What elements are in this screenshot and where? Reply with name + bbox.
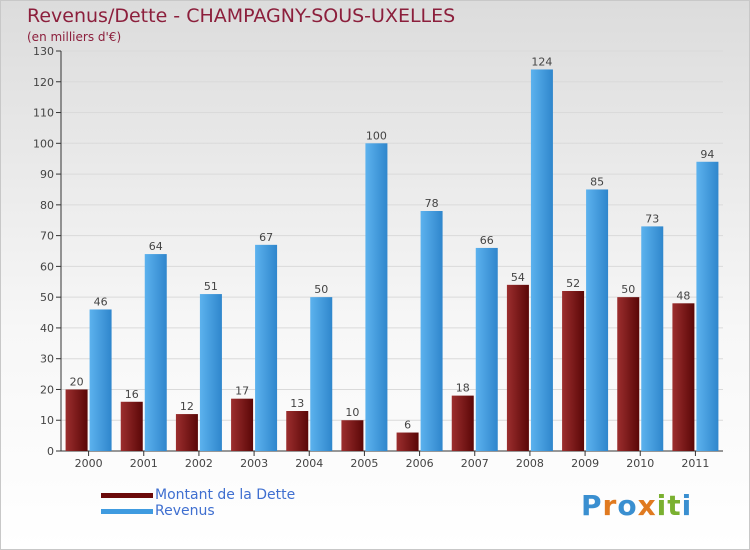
chart-title: Revenus/Dette - CHAMPAGNY-SOUS-UXELLES	[27, 5, 456, 27]
data-label: 16	[125, 388, 139, 401]
data-label: 13	[290, 397, 304, 410]
data-label: 50	[621, 283, 635, 296]
x-tick-label: 2003	[240, 457, 268, 470]
x-tick-label: 2006	[406, 457, 434, 470]
data-label: 48	[676, 289, 690, 302]
logo-letter: x	[637, 489, 657, 522]
logo-letter: P	[581, 489, 603, 522]
bar-revenue	[641, 226, 664, 451]
axes: 0 10 20 30 40 50 60 70 80 90 100 110 120 130 2000 2001 2…	[33, 45, 723, 470]
y-tick-label: 70	[40, 230, 54, 243]
bar-revenue	[365, 143, 388, 452]
bar-debt	[451, 395, 474, 451]
data-label: 54	[511, 271, 525, 284]
x-tick-label: 2010	[626, 457, 654, 470]
bar-debt	[506, 284, 529, 451]
x-tick-label: 2000	[75, 457, 103, 470]
y-tick-label: 100	[33, 137, 54, 150]
bar-revenue	[586, 189, 609, 451]
y-tick-label: 40	[40, 322, 54, 335]
bar-debt	[65, 389, 88, 451]
bar-debt	[562, 291, 585, 451]
y-tick-label: 110	[33, 107, 54, 120]
data-label: 124	[531, 55, 552, 68]
y-tick-label: 90	[40, 168, 54, 181]
data-label: 67	[259, 231, 273, 244]
logo-letter: i	[681, 489, 693, 522]
data-label: 6	[404, 419, 411, 432]
data-label: 50	[314, 283, 328, 296]
data-labels: 20 46 16 64 12 51 17 67 13 50 10 100 6 78 18 66 54 124 52 8…	[70, 55, 715, 431]
data-label: 64	[149, 240, 163, 253]
x-tick-label: 2002	[185, 457, 213, 470]
data-label: 51	[204, 280, 218, 293]
data-label: 20	[70, 375, 84, 388]
bar-debt	[341, 420, 364, 451]
bars	[65, 69, 719, 452]
x-tick-label: 2005	[350, 457, 378, 470]
data-label: 10	[345, 406, 359, 419]
proxiti-logo: Proxiti	[581, 489, 692, 522]
bar-revenue	[144, 254, 167, 451]
data-label: 66	[480, 234, 494, 247]
y-tick-label: 20	[40, 383, 54, 396]
legend-swatch-debt	[101, 492, 153, 498]
data-label: 100	[366, 129, 387, 142]
y-tick-label: 60	[40, 260, 54, 273]
x-tick-label: 2011	[681, 457, 709, 470]
bar-debt	[672, 303, 695, 451]
bar-revenue	[199, 294, 222, 451]
data-label: 18	[456, 382, 470, 395]
y-tick-label: 0	[47, 445, 54, 458]
y-tick-label: 130	[33, 45, 54, 58]
bar-revenue	[475, 247, 498, 451]
data-label: 73	[645, 212, 659, 225]
chart-subtitle: (en milliers d'€)	[27, 30, 122, 44]
bar-debt	[617, 297, 640, 451]
bar-revenue	[420, 211, 443, 451]
bar-revenue	[255, 244, 278, 451]
y-tick-label: 80	[40, 199, 54, 212]
data-label: 52	[566, 277, 580, 290]
x-tick-label: 2009	[571, 457, 599, 470]
x-tick-label: 2007	[461, 457, 489, 470]
legend-label-debt: Montant de la Dette	[155, 487, 296, 503]
data-label: 46	[94, 295, 108, 308]
bar-debt	[175, 414, 198, 451]
bar-debt	[286, 411, 309, 451]
logo-letter: i	[656, 489, 668, 522]
logo-letter: t	[667, 489, 682, 522]
y-tick-label: 120	[33, 76, 54, 89]
y-tick-label: 50	[40, 291, 54, 304]
bar-revenue	[530, 69, 553, 451]
bar-debt	[396, 432, 419, 451]
legend-label-revenue: Revenus	[155, 503, 215, 519]
x-tick-label: 2004	[295, 457, 323, 470]
logo-letter: r	[602, 489, 618, 522]
bar-revenue	[89, 309, 112, 451]
logo-letter: o	[617, 489, 638, 522]
data-label: 85	[590, 175, 604, 188]
y-tick-label: 30	[40, 353, 54, 366]
legend-item-revenue: Revenus	[101, 503, 215, 519]
data-label: 17	[235, 385, 249, 398]
data-label: 94	[700, 148, 714, 161]
data-label: 78	[425, 197, 439, 210]
bar-revenue	[696, 161, 719, 451]
legend-swatch-revenue	[101, 508, 153, 514]
y-tick-label: 10	[40, 414, 54, 427]
bar-revenue	[310, 297, 333, 451]
legend-item-debt: Montant de la Dette	[101, 487, 295, 503]
bar-debt	[231, 398, 254, 451]
data-label: 12	[180, 400, 194, 413]
x-tick-label: 2008	[516, 457, 544, 470]
x-tick-label: 2001	[130, 457, 158, 470]
grid-lines	[61, 50, 723, 452]
bar-debt	[120, 401, 143, 451]
